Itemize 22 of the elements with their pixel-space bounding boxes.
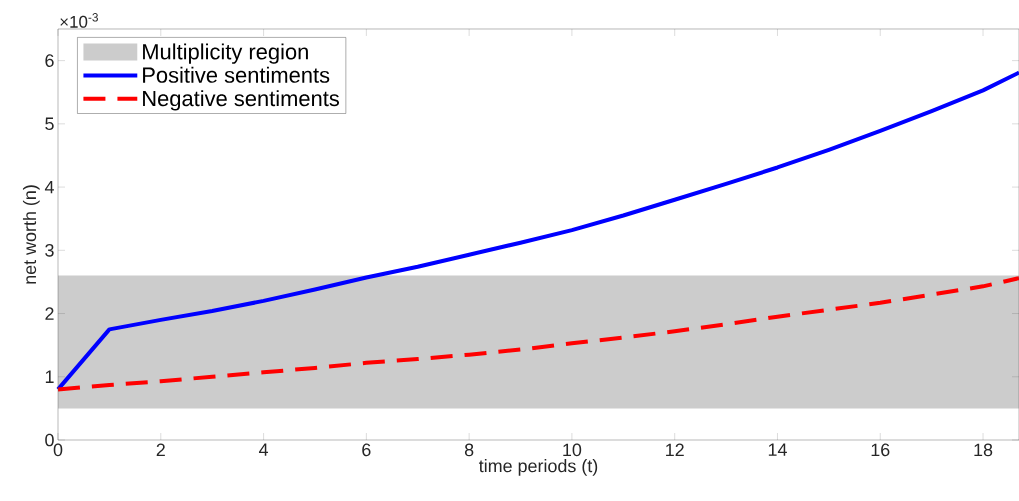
y-tick-label: 5 — [45, 117, 54, 131]
y-tick-label: 1 — [45, 370, 54, 383]
y-tick-label: 4 — [44, 180, 54, 194]
legend-label: Multiplicity region — [143, 43, 308, 64]
x-tick-label: 16 — [871, 443, 890, 457]
x-tick-label: 8 — [464, 443, 474, 457]
x-tick-label: 2 — [156, 443, 165, 457]
text: ×10$^{-3}$ — [60, 13, 98, 28]
x-axis-title: time periods (t) — [478, 459, 598, 476]
x-tick-label: 10 — [563, 443, 582, 457]
legend-label: Positive sentiments — [143, 66, 330, 83]
y-tick-label: 6 — [45, 54, 54, 67]
y-tick-label: 0 — [45, 433, 54, 447]
y-tick-label: 3 — [45, 243, 54, 257]
y-axis-title: net worth (n) — [22, 185, 40, 284]
x-tick-label: 4 — [258, 443, 269, 456]
x-tick-label: 6 — [362, 443, 371, 457]
x-tick-label: 12 — [666, 443, 684, 457]
legend-label: Negative sentiments — [143, 90, 340, 111]
y-tick-label: 2 — [45, 307, 54, 320]
x-tick-label: 14 — [768, 443, 787, 456]
x-tick-label: 18 — [974, 443, 993, 457]
